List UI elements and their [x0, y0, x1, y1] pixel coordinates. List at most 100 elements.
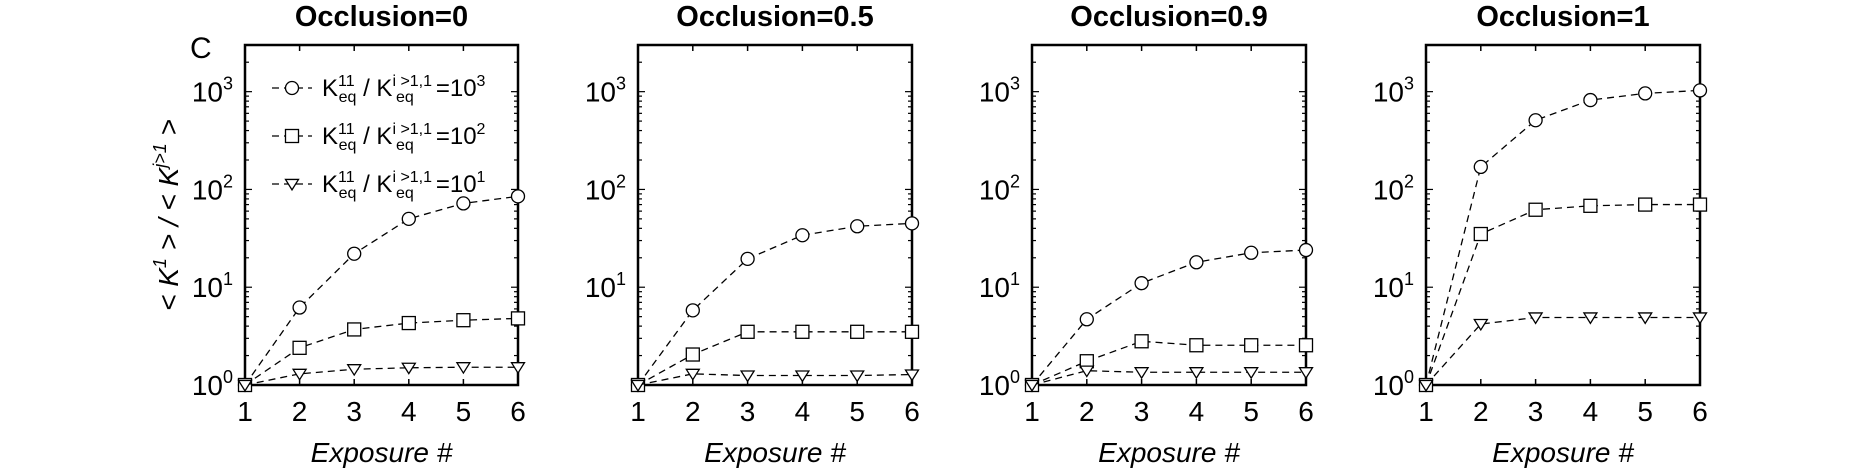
data-point-square [904, 324, 920, 339]
data-point-triangle [237, 379, 253, 393]
y-tick-label: 102 [979, 171, 1020, 205]
data-point-triangle [1473, 318, 1489, 332]
y-axis-label: < K1 > / < Kj>1 > [150, 119, 184, 311]
x-axis-label: Exposure # [1098, 437, 1240, 468]
x-axis-label: Exposure # [1492, 437, 1634, 468]
series-line-triangle [1031, 370, 1306, 386]
y-tick-label: 102 [192, 171, 233, 205]
legend: K11 eq / Ki >1,1 eq =103 K11 eq / Ki >1,1 eq =1… [272, 73, 486, 202]
data-point-square [1528, 202, 1543, 217]
data-point-triangle [794, 370, 811, 383]
data-point-triangle [685, 368, 701, 381]
data-point-circle [456, 196, 471, 211]
data-point-circle [401, 211, 416, 227]
data-point-square [292, 340, 307, 355]
data-point-circle [1189, 255, 1204, 270]
x-tick-label: 2 [1473, 396, 1489, 427]
x-tick-label: 5 [456, 396, 472, 427]
legend-entry: K11 eq / Ki >1,1 eq =102 [272, 121, 486, 154]
data-point-triangle [904, 369, 920, 382]
data-point-triangle [510, 362, 526, 375]
x-tick-label: 6 [904, 396, 920, 427]
data-point-square [685, 347, 700, 362]
data-point-triangle [1243, 367, 1259, 380]
data-point-triangle [1188, 367, 1205, 380]
data-point-circle [1583, 92, 1598, 108]
data-point-triangle [1692, 312, 1708, 325]
data-point-triangle [739, 370, 756, 383]
data-point-square [1692, 197, 1708, 212]
legend-label: K11 eq / Ki >1,1 eq =101 [322, 169, 486, 202]
x-tick-label: 4 [401, 396, 417, 427]
x-tick-label: 6 [510, 396, 526, 427]
y-tick-label: 102 [585, 171, 626, 205]
panel-4: Occlusion=1 1 2 3 4 5 6 100 101 102 103 Exposure # [1373, 1, 1708, 468]
data-point-triangle [1527, 312, 1544, 325]
series-line-circle [637, 222, 913, 386]
panel-1: Occlusion=0 1 2 3 4 5 6 100 101 102 103 Exposure # [192, 1, 526, 468]
axes-box [636, 43, 914, 387]
y-tick-label: 100 [1373, 367, 1414, 401]
panel-title: Occlusion=0.9 [1070, 1, 1267, 33]
panel-letter: C [190, 32, 212, 65]
data-point-triangle [630, 379, 646, 393]
data-point-triangle [1418, 379, 1434, 393]
data-point-triangle [1133, 367, 1150, 380]
x-tick-label: 3 [1134, 396, 1150, 427]
data-point-square [1244, 338, 1259, 353]
x-tick-label: 3 [1528, 396, 1544, 427]
data-point-circle [1244, 245, 1259, 260]
y-tick-label: 100 [979, 367, 1020, 401]
data-point-square [347, 322, 362, 337]
panel-title: Occlusion=0 [295, 1, 468, 33]
data-point-triangle [455, 362, 472, 375]
data-point-triangle [1582, 312, 1599, 325]
x-tick-label: 1 [1024, 396, 1040, 427]
data-point-square [740, 324, 755, 339]
x-tick-label: 1 [237, 396, 253, 427]
data-point-triangle [1298, 367, 1314, 380]
x-tick-label: 6 [1692, 396, 1708, 427]
data-point-circle [904, 216, 920, 231]
data-point-circle [1638, 86, 1653, 101]
panels: Occlusion=0 1 2 3 4 5 6 100 101 102 103 Exposure # O… [192, 1, 1708, 468]
data-point-square [795, 324, 810, 339]
data-point-triangle [346, 364, 362, 377]
y-tick-label: 102 [1373, 171, 1414, 205]
legend-label: K11 eq / Ki >1,1 eq =102 [322, 121, 486, 154]
data-point-square [1189, 338, 1204, 353]
data-point-circle [1473, 159, 1488, 175]
x-tick-label: 4 [1189, 396, 1205, 427]
y-tick-label: 103 [979, 74, 1020, 108]
data-point-circle [347, 246, 362, 261]
panel-3: Occlusion=0.9 1 2 3 4 5 6 100 101 102 103 Exposure … [979, 1, 1314, 468]
data-point-circle [850, 219, 865, 234]
x-axis-label: Exposure # [704, 437, 846, 468]
x-tick-label: 2 [292, 396, 308, 427]
y-tick-label: 100 [192, 367, 233, 401]
data-point-square [850, 324, 865, 339]
data-point-square [1473, 226, 1488, 242]
x-tick-label: 4 [1583, 396, 1599, 427]
series-line-square [637, 331, 912, 386]
y-tick-label: 101 [192, 269, 233, 303]
legend-marker-square [284, 128, 300, 144]
data-point-circle [510, 189, 526, 204]
data-point-square [1638, 197, 1653, 212]
panel-title: Occlusion=0.5 [676, 1, 873, 33]
data-point-square [401, 315, 416, 331]
series-line-triangle [637, 373, 913, 386]
x-tick-label: 1 [630, 396, 646, 427]
y-tick-label: 103 [192, 74, 233, 108]
data-point-circle [1134, 276, 1149, 291]
data-point-triangle [401, 362, 417, 375]
data-point-circle [1079, 312, 1094, 327]
data-point-square [456, 313, 471, 328]
x-tick-label: 2 [1079, 396, 1095, 427]
series-line-circle [244, 195, 519, 386]
x-tick-label: 3 [740, 396, 756, 427]
data-point-circle [1692, 83, 1708, 98]
data-point-square [1134, 334, 1149, 349]
y-tick-label: 101 [979, 269, 1020, 303]
